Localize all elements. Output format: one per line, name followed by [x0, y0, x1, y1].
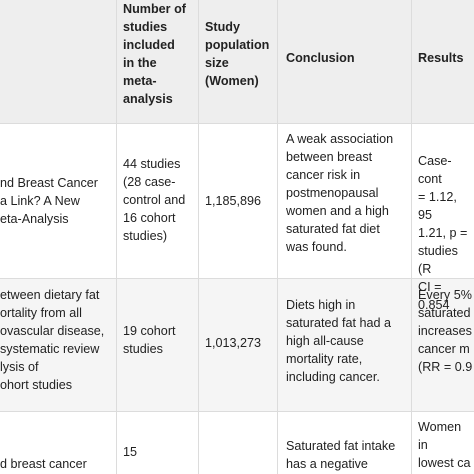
column-divider [277, 0, 278, 474]
column-divider [411, 0, 412, 474]
row2-population: 1,013,273 [205, 336, 262, 350]
header-number-of-studies: Number of studies included in the meta- … [123, 2, 186, 106]
column-divider [116, 0, 117, 474]
row3-conclusion: Saturated fat intake has a negative [286, 439, 396, 471]
header-conclusion: Conclusion [286, 51, 355, 65]
table-row [0, 123, 474, 278]
table-header-row [0, 0, 474, 123]
row1-population: 1,185,896 [205, 194, 262, 208]
table-row [0, 278, 474, 411]
row1-title: nd Breast Cancer a Link? A New eta-Analy… [0, 176, 99, 226]
row2-results: Every 5% saturated increases cancer m (R… [418, 288, 473, 374]
header-study-population: Study population size (Women) [205, 20, 270, 88]
row-divider [0, 278, 474, 279]
row1-num-studies: 44 studies (28 case- control and 16 coho… [123, 157, 186, 243]
row2-title: etween dietary fat ortality from all ova… [0, 288, 105, 392]
row-divider [0, 411, 474, 412]
row2-num-studies: 19 cohort studies [123, 324, 176, 356]
row3-num-studies: 15 [123, 445, 138, 459]
row2-conclusion: Diets high in saturated fat had a high a… [286, 298, 392, 384]
row-divider [0, 123, 474, 124]
row1-conclusion: A weak association between breast cancer… [286, 132, 394, 254]
row3-title: d breast cancer [0, 457, 87, 471]
row1-results: Case-cont = 1.12, 95 1.21, p = studies (… [418, 154, 468, 312]
row3-results: Women in lowest ca of breast [418, 420, 471, 470]
header-results: Results [418, 51, 464, 65]
table-row [0, 411, 474, 474]
column-divider [198, 0, 199, 474]
